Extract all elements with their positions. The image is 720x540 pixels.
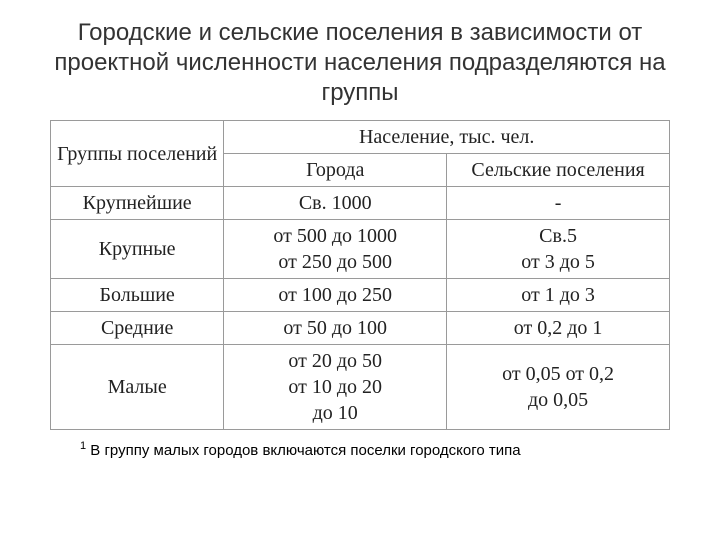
slide: Городские и сельские поселения в зависим… [0, 0, 720, 540]
table-row: Средние от 50 до 100 от 0,2 до 1 [51, 312, 670, 345]
cell-cities: от 500 до 1000от 250 до 500 [224, 220, 447, 279]
cell-cities: от 50 до 100 [224, 312, 447, 345]
cell-cities: Св. 1000 [224, 187, 447, 220]
table-row: Крупнейшие Св. 1000 - [51, 187, 670, 220]
table-row: Крупные от 500 до 1000от 250 до 500 Св.5… [51, 220, 670, 279]
cell-group: Крупные [51, 220, 224, 279]
table-row: Большие от 100 до 250 от 1 до 3 [51, 279, 670, 312]
table-row: Малые от 20 до 50от 10 до 20до 10 от 0,0… [51, 345, 670, 430]
header-rural: Сельские поселения [447, 154, 670, 187]
footnote-text: В группу малых городов включаются поселк… [86, 442, 520, 459]
header-population: Население, тыс. чел. [224, 121, 670, 154]
cell-rural: от 0,2 до 1 [447, 312, 670, 345]
cell-rural: - [447, 187, 670, 220]
cell-cities: от 20 до 50от 10 до 20до 10 [224, 345, 447, 430]
cell-group: Средние [51, 312, 224, 345]
cell-group: Малые [51, 345, 224, 430]
cell-rural: Св.5от 3 до 5 [447, 220, 670, 279]
cell-rural: от 0,05 от 0,2до 0,05 [447, 345, 670, 430]
header-cities: Города [224, 154, 447, 187]
table-header-row-1: Группы поселений Население, тыс. чел. [51, 121, 670, 154]
cell-cities: от 100 до 250 [224, 279, 447, 312]
header-groups: Группы поселений [51, 121, 224, 187]
cell-rural: от 1 до 3 [447, 279, 670, 312]
footnote: 1 В группу малых городов включаются посе… [50, 440, 670, 459]
cell-group: Большие [51, 279, 224, 312]
population-groups-table: Группы поселений Население, тыс. чел. Го… [50, 120, 670, 430]
cell-group: Крупнейшие [51, 187, 224, 220]
page-title: Городские и сельские поселения в зависим… [50, 18, 670, 108]
